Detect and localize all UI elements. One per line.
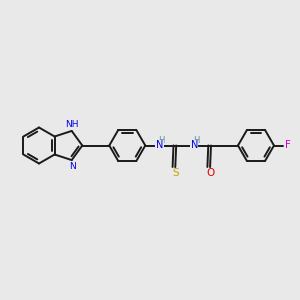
Text: N: N — [156, 140, 163, 151]
Text: NH: NH — [66, 120, 79, 129]
Text: N: N — [69, 162, 76, 171]
Text: O: O — [206, 168, 214, 178]
Text: F: F — [285, 140, 290, 151]
Text: H: H — [159, 136, 165, 145]
Text: N: N — [190, 140, 198, 151]
Text: S: S — [172, 168, 178, 178]
Text: H: H — [194, 136, 200, 145]
